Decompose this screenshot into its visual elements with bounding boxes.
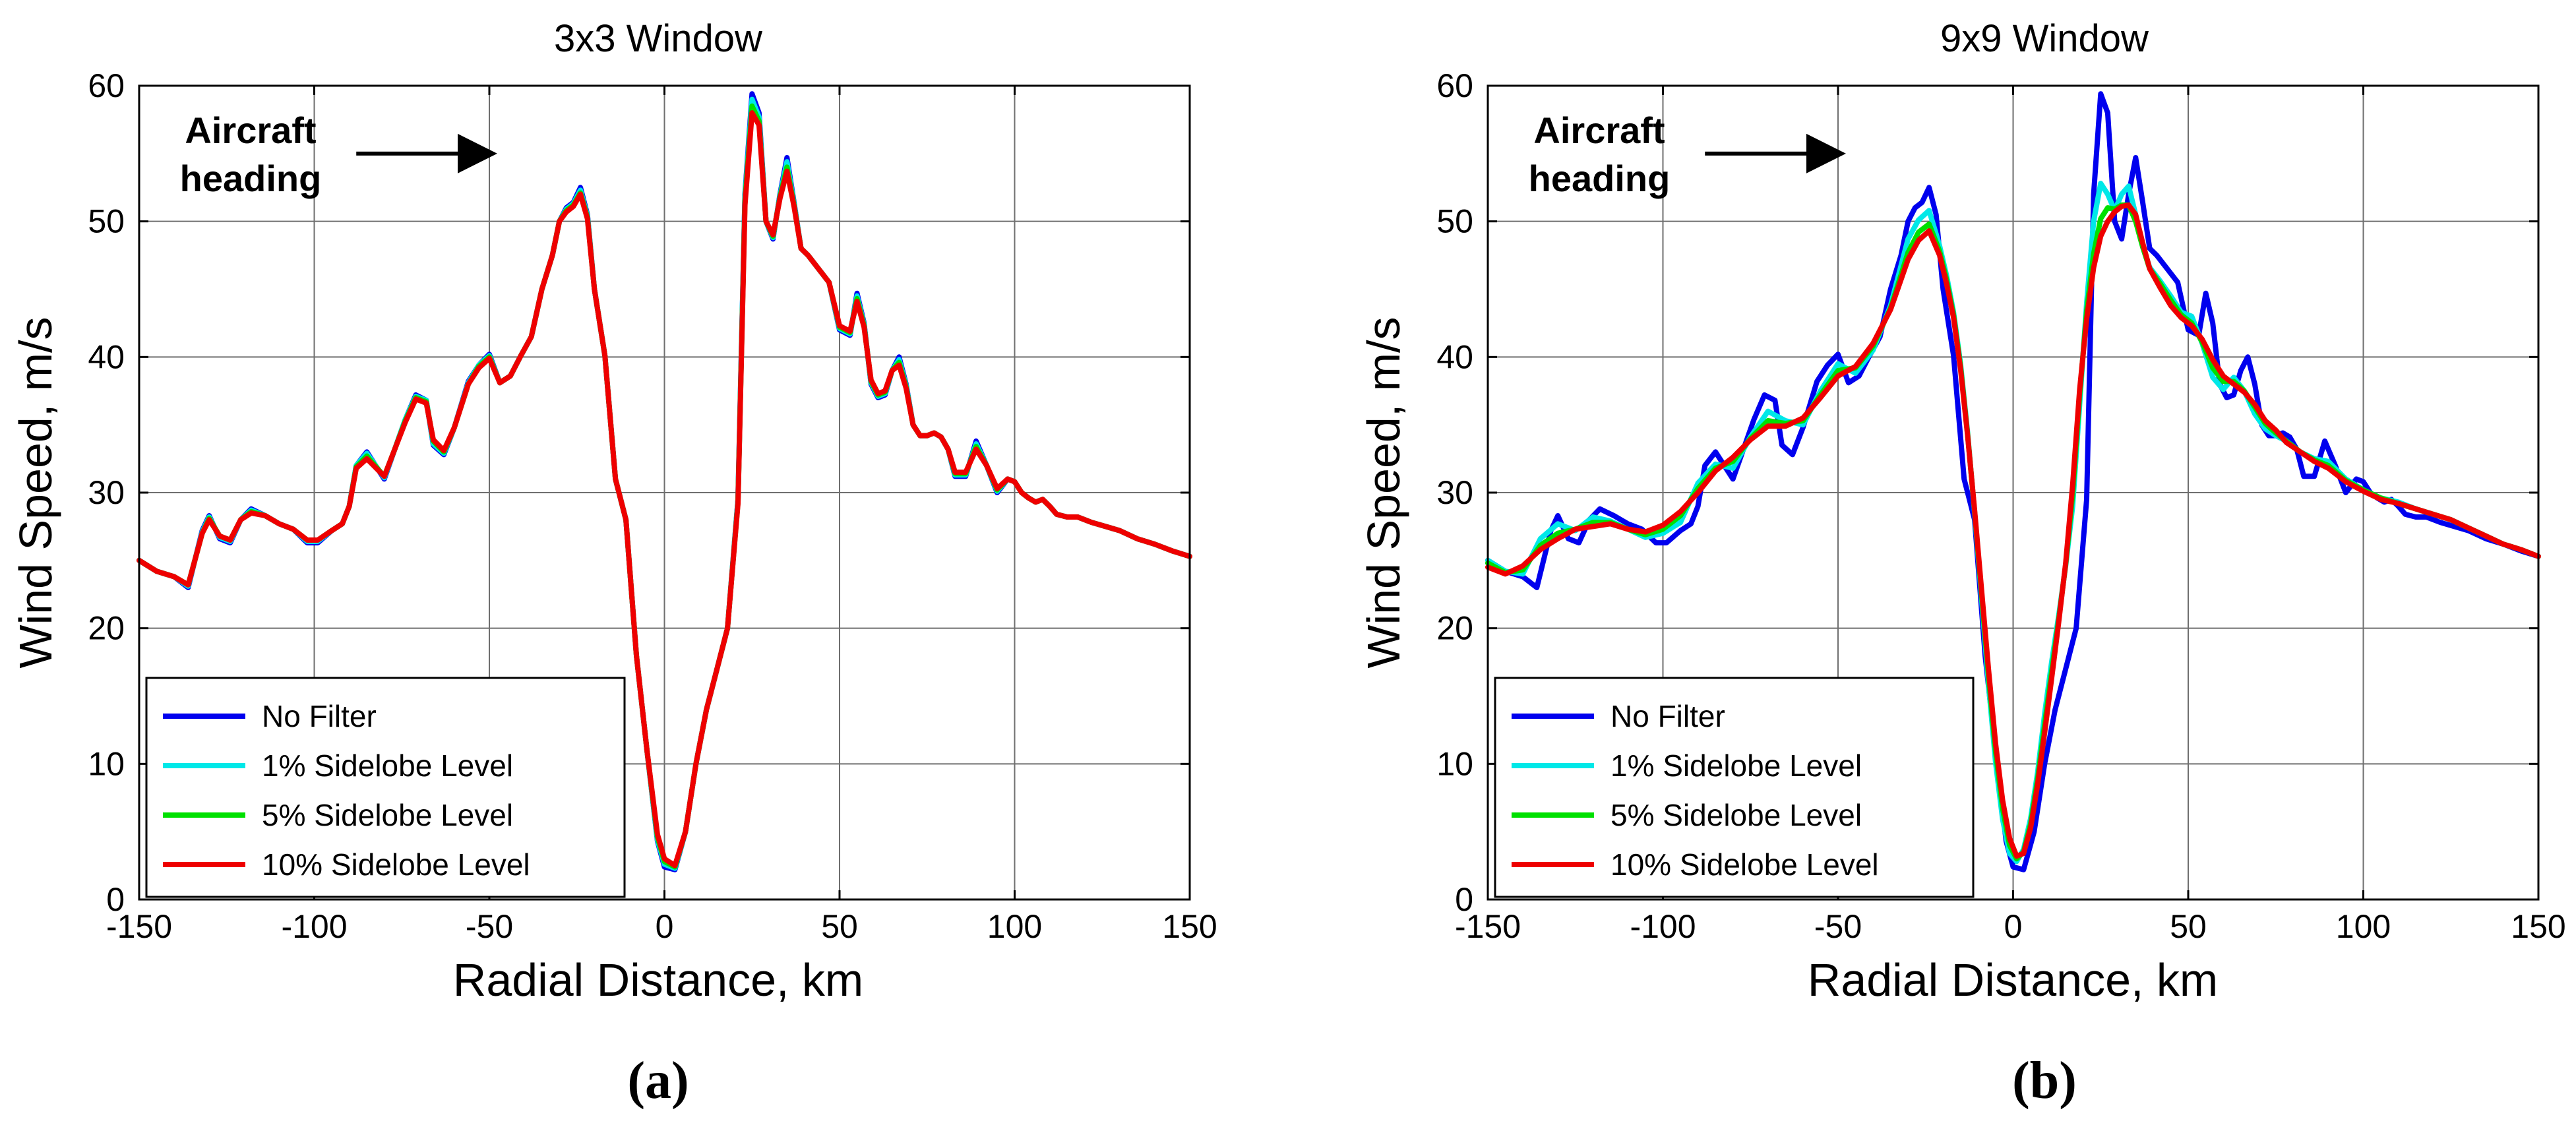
y-tick-label: 40 xyxy=(1436,338,1473,375)
legend-label: 5% Sidelobe Level xyxy=(262,798,513,832)
series-line-10pct-sidelobe-level xyxy=(1485,202,2541,859)
y-axis-label: Wind Speed, m/s xyxy=(10,317,61,669)
x-tick-label: -150 xyxy=(106,908,172,945)
aircraft-heading-annotation: Aircraft heading xyxy=(1529,109,1846,199)
aircraft-heading-annotation: Aircraft heading xyxy=(180,109,497,199)
legend-label: 1% Sidelobe Level xyxy=(1610,748,1862,783)
y-tick-label: 0 xyxy=(106,881,125,918)
legend-label: 10% Sidelobe Level xyxy=(1610,847,1879,882)
y-tick-label: 0 xyxy=(1455,881,1473,918)
annotation-line-1: Aircraft xyxy=(185,109,316,151)
x-tick-label: -150 xyxy=(1455,908,1521,945)
y-tick-label: 50 xyxy=(88,203,125,240)
x-tick-label: 150 xyxy=(1162,908,1217,945)
panel-label: (a) xyxy=(627,1052,689,1110)
legend: No Filter 1% Sidelobe Level 5% Sidelobe Le… xyxy=(145,677,626,898)
legend-label: No Filter xyxy=(262,699,377,733)
x-tick-label: 100 xyxy=(987,908,1042,945)
legend-label: 1% Sidelobe Level xyxy=(262,748,513,783)
x-tick-label: 0 xyxy=(656,908,674,945)
x-tick-label: -50 xyxy=(1814,908,1862,945)
series-line-10pct-sidelobe-level xyxy=(137,110,1192,868)
x-tick-label: -100 xyxy=(1630,908,1696,945)
y-tick-label: 60 xyxy=(1436,67,1473,104)
y-tick-label: 30 xyxy=(1436,474,1473,511)
annotation-line-1: Aircraft xyxy=(1533,109,1665,151)
x-tick-label: 100 xyxy=(2336,908,2391,945)
legend-label: No Filter xyxy=(1610,699,1725,733)
y-tick-label: 20 xyxy=(88,610,125,647)
chart-title: 3x3 Window xyxy=(554,17,763,60)
x-axis-label: Radial Distance, km xyxy=(1808,954,2218,1006)
y-tick-label: 60 xyxy=(88,67,125,104)
y-tick-label: 30 xyxy=(88,474,125,511)
legend-label: 10% Sidelobe Level xyxy=(262,847,530,882)
y-tick-label: 50 xyxy=(1436,203,1473,240)
chart-title: 9x9 Window xyxy=(1940,17,2149,60)
chart-panel-a: 3x3 Window -150 -100 -50 0 50 100 150 0 10 20 30 40… xyxy=(10,17,1217,1110)
x-tick-label: 50 xyxy=(821,908,858,945)
annotation-line-2: heading xyxy=(180,158,322,199)
panel-label: (b) xyxy=(2012,1052,2077,1110)
legend-label: 5% Sidelobe Level xyxy=(1610,798,1862,832)
x-axis-label: Radial Distance, km xyxy=(453,954,863,1006)
y-tick-label: 10 xyxy=(1436,745,1473,782)
y-tick-label: 20 xyxy=(1436,610,1473,647)
y-tick-label: 40 xyxy=(88,338,125,375)
y-axis-label: Wind Speed, m/s xyxy=(1358,317,1409,669)
legend: No Filter 1% Sidelobe Level 5% Sidelobe Le… xyxy=(1494,677,1975,898)
x-tick-label: -50 xyxy=(466,908,513,945)
chart-panel-b: 9x9 Window -150 -100 -50 0 50 100 150 0 10 20 30 40… xyxy=(1358,17,2566,1110)
x-tick-label: 150 xyxy=(2511,908,2565,945)
x-tick-label: -100 xyxy=(281,908,347,945)
x-tick-label: 0 xyxy=(2004,908,2023,945)
y-tick-label: 10 xyxy=(88,745,125,782)
x-tick-label: 50 xyxy=(2170,908,2207,945)
annotation-line-2: heading xyxy=(1529,158,1671,199)
